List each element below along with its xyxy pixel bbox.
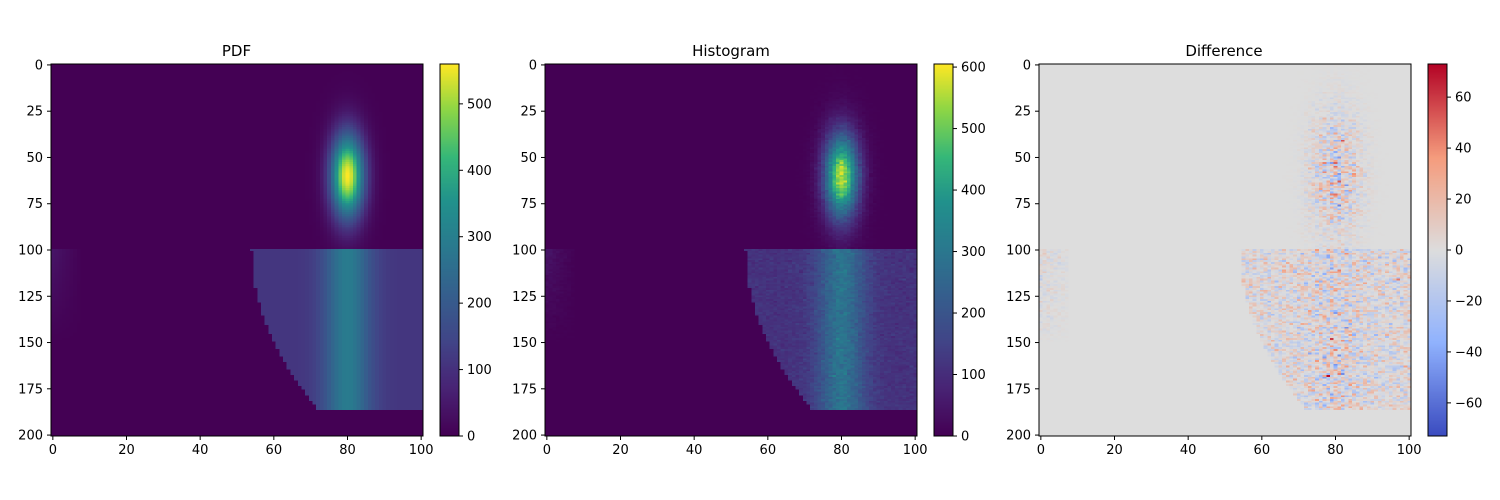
y-tick-label: 125	[1006, 290, 1031, 305]
colorbar-tick-label: 600	[961, 61, 986, 76]
histogram-axis-ticks: 0 20 40 60 80 100 0 25 50 75 100 125 150 175 200	[512, 58, 927, 458]
x-tick-label: 20	[612, 443, 629, 458]
difference-heatmap-image	[1039, 64, 1411, 436]
y-tick-label: 200	[512, 429, 537, 444]
colorbar-tick-label: 0	[467, 430, 475, 445]
colorbar-tick-label: 40	[1455, 142, 1472, 157]
colorbar-tick-label: 300	[961, 245, 986, 260]
colorbar-tick-label: 0	[1455, 244, 1463, 259]
y-tick-label: 100	[18, 244, 43, 259]
x-tick-label: 40	[1180, 443, 1197, 458]
y-tick-label: 150	[512, 336, 537, 351]
y-tick-label: 25	[1014, 105, 1031, 120]
panel-difference: Difference 0 20 40 60 80 100 0 25 50 75 100 125 150 1…	[1006, 42, 1482, 458]
y-tick-label: 200	[1006, 429, 1031, 444]
panel-pdf-title: PDF	[222, 42, 251, 60]
y-tick-label: 75	[1014, 197, 1031, 212]
panel-difference-title: Difference	[1185, 42, 1262, 60]
x-tick-label: 20	[1106, 443, 1123, 458]
panel-histogram-title: Histogram	[692, 42, 770, 60]
colorbar-tick-label: 200	[467, 297, 492, 312]
x-tick-label: 0	[543, 443, 551, 458]
colorbar-tick-label: −40	[1455, 345, 1482, 360]
y-tick-label: 175	[512, 382, 537, 397]
x-tick-label: 40	[686, 443, 703, 458]
difference-colorbar-ticks: −60 −40 −20 0 20 40 60	[1447, 91, 1482, 411]
colorbar-tick-label: −20	[1455, 294, 1482, 309]
colorbar-tick-label: 0	[961, 430, 969, 445]
colorbar-tick-label: 400	[961, 184, 986, 199]
x-tick-label: 0	[1037, 443, 1045, 458]
colorbar-tick-label: 100	[961, 368, 986, 383]
x-tick-label: 60	[760, 443, 777, 458]
x-tick-label: 80	[339, 443, 356, 458]
y-tick-label: 50	[26, 151, 43, 166]
y-tick-label: 0	[35, 58, 43, 73]
y-tick-label: 150	[1006, 336, 1031, 351]
y-tick-label: 100	[512, 244, 537, 259]
colorbar-tick-label: 60	[1455, 91, 1472, 106]
y-tick-label: 75	[26, 197, 43, 212]
y-tick-label: 125	[18, 290, 43, 305]
pdf-colorbar-gradient	[440, 64, 459, 436]
y-tick-label: 100	[1006, 244, 1031, 259]
y-tick-label: 25	[520, 105, 537, 120]
x-tick-label: 0	[49, 443, 57, 458]
x-tick-label: 20	[118, 443, 135, 458]
y-tick-label: 50	[1014, 151, 1031, 166]
pdf-colorbar-ticks: 0 100 200 300 400 500	[459, 97, 492, 445]
y-tick-label: 0	[529, 58, 537, 73]
histogram-heatmap-image	[545, 64, 917, 436]
y-tick-label: 200	[18, 429, 43, 444]
y-tick-label: 75	[520, 197, 537, 212]
y-tick-label: 0	[1023, 58, 1031, 73]
x-tick-label: 100	[903, 443, 928, 458]
pdf-colorbar-frame	[439, 63, 460, 437]
colorbar-tick-label: 20	[1455, 193, 1472, 208]
colorbar-tick-label: 400	[467, 164, 492, 179]
x-tick-label: 60	[1254, 443, 1271, 458]
difference-colorbar-gradient	[1428, 64, 1447, 436]
histogram-colorbar-ticks: 0 100 200 300 400 500 600	[953, 61, 986, 445]
colorbar-tick-label: 300	[467, 230, 492, 245]
y-tick-label: 175	[18, 382, 43, 397]
y-tick-label: 175	[1006, 382, 1031, 397]
panel-histogram: Histogram 0 20 40 60 80 100 0 25 50 75 100 125 150 17…	[512, 42, 986, 458]
panel-pdf: PDF 0 20 40 60 80 100 0 25 50 75 100 125 150 175 200 0…	[18, 42, 492, 458]
colorbar-tick-label: 500	[467, 97, 492, 112]
x-tick-label: 100	[409, 443, 434, 458]
y-tick-label: 50	[520, 151, 537, 166]
colorbar-tick-label: 500	[961, 122, 986, 137]
colorbar-tick-label: 100	[467, 363, 492, 378]
x-tick-label: 80	[833, 443, 850, 458]
y-tick-label: 125	[512, 290, 537, 305]
pdf-axis-ticks: 0 20 40 60 80 100 0 25 50 75 100 125 150 175 200	[18, 58, 433, 458]
x-tick-label: 40	[192, 443, 209, 458]
histogram-colorbar-gradient	[934, 64, 953, 436]
histogram-colorbar-frame	[933, 63, 954, 437]
colorbar-tick-label: 200	[961, 307, 986, 322]
y-tick-label: 150	[18, 336, 43, 351]
y-tick-label: 25	[26, 105, 43, 120]
x-tick-label: 60	[266, 443, 283, 458]
colorbar-tick-label: −60	[1455, 396, 1482, 411]
x-tick-label: 100	[1397, 443, 1422, 458]
difference-axis-ticks: 0 20 40 60 80 100 0 25 50 75 100 125 150 175 200	[1006, 58, 1421, 458]
pdf-heatmap-image	[51, 64, 423, 436]
x-tick-label: 80	[1327, 443, 1344, 458]
